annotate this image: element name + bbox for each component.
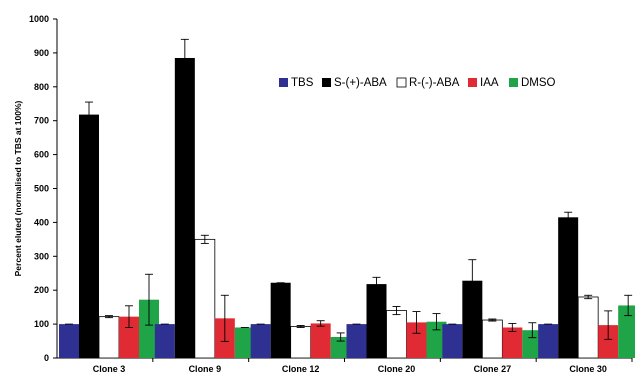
- bar: [481, 319, 503, 359]
- bar: [139, 299, 159, 358]
- axis-labels: 0 100 200 300 400 500 600 700 800 900 1000 Percent …: [13, 14, 607, 374]
- bar: [346, 324, 367, 358]
- y-tick-label: 300: [34, 251, 49, 261]
- legend-swatch: [279, 78, 288, 87]
- category-label: Clone 9: [189, 364, 222, 374]
- y-tick-label: 600: [34, 150, 49, 160]
- bar: [462, 280, 483, 358]
- bar: [290, 326, 312, 359]
- category-label: Clone 3: [93, 364, 126, 374]
- bar: [598, 325, 619, 358]
- bar: [174, 57, 195, 359]
- bar: [119, 316, 139, 358]
- bar: [270, 282, 291, 358]
- bar: [538, 324, 559, 358]
- bar: [577, 296, 599, 359]
- category-label: Clone 30: [569, 364, 607, 374]
- legend-swatch: [396, 77, 407, 88]
- bar: [406, 322, 427, 358]
- error-bars: [65, 38, 633, 342]
- y-axis-title: Percent eluted (normalised to TBS at 100…: [13, 100, 23, 276]
- bar: [386, 310, 407, 359]
- bar: [234, 327, 255, 358]
- bar: [154, 324, 175, 358]
- bar: [98, 316, 120, 359]
- bar: [426, 321, 447, 358]
- bar: [194, 238, 216, 359]
- y-tick-label: 800: [34, 82, 49, 92]
- legend-swatch: [468, 78, 477, 87]
- y-tick-label: 0: [44, 353, 49, 363]
- legend-swatch: [322, 78, 331, 87]
- y-tick-label: 100: [34, 319, 49, 329]
- bar: [618, 305, 635, 358]
- y-tick-label: 200: [34, 285, 49, 295]
- bar: [442, 324, 463, 358]
- bar: [250, 324, 271, 358]
- legend: TBS S-(+)-ABA R-(-)-ABA IAA DMSO: [279, 77, 556, 89]
- bar: [59, 324, 79, 358]
- legend-label: TBS: [291, 77, 314, 89]
- y-tick-label: 500: [34, 184, 49, 194]
- bar: [310, 323, 331, 358]
- bar: [366, 284, 387, 358]
- bars: [59, 57, 635, 359]
- legend-label: IAA: [480, 77, 499, 89]
- legend-label: R-(-)-ABA: [409, 77, 460, 89]
- y-tick-label: 700: [34, 116, 49, 126]
- category-label: Clone 20: [378, 364, 416, 374]
- bar: [558, 217, 579, 358]
- bar: [502, 327, 523, 358]
- bar: [522, 330, 543, 358]
- y-tick-label: 900: [34, 48, 49, 58]
- bar: [330, 336, 351, 358]
- category-label: Clone 12: [282, 364, 320, 374]
- y-tick-label: 400: [34, 217, 49, 227]
- legend-label: S-(+)-ABA: [334, 77, 387, 89]
- category-label: Clone 27: [474, 364, 512, 374]
- y-tick-label: 1000: [29, 14, 49, 24]
- legend-swatch: [509, 78, 518, 87]
- legend-label: DMSO: [521, 77, 556, 89]
- bar: [79, 114, 99, 359]
